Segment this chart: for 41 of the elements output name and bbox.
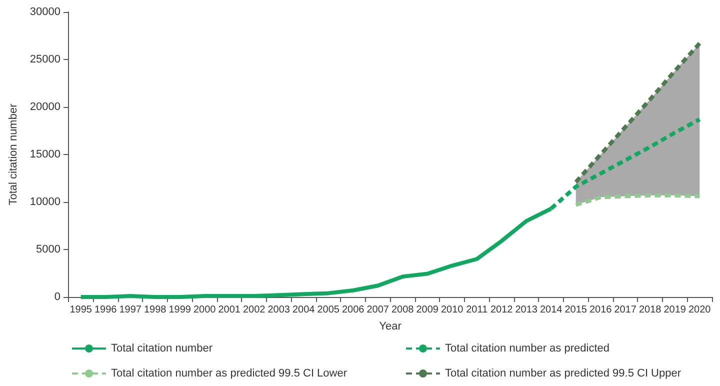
y-axis-title: Total citation number <box>8 103 20 206</box>
x-tick-label: 2001 <box>218 304 241 316</box>
x-tick-label: 2016 <box>590 304 612 316</box>
x-tick-label: 1999 <box>168 304 192 316</box>
y-tick-label: 0 <box>54 291 60 303</box>
x-tick-label: 2010 <box>440 304 464 316</box>
x-tick-label: 2020 <box>688 304 712 316</box>
x-tick-label: 2014 <box>540 304 563 316</box>
x-axis-title: Year <box>379 320 402 332</box>
x-tick-label: 2004 <box>292 304 316 316</box>
x-tick-label: 2012 <box>490 304 514 316</box>
y-tick-label: 15000 <box>30 148 60 160</box>
x-tick-label: 2006 <box>342 304 365 316</box>
x-tick-label: 2003 <box>268 304 290 316</box>
legend-label: Total citation number <box>111 342 213 354</box>
x-tick-label: 2002 <box>242 304 266 316</box>
x-tick-label: 1995 <box>70 304 92 316</box>
x-tick-label: 1998 <box>144 304 167 316</box>
y-tick-label: 30000 <box>30 6 60 18</box>
line-series <box>574 193 702 207</box>
x-tick-label: 2013 <box>515 304 538 316</box>
y-tick-label: 10000 <box>30 196 60 208</box>
legend-label: Total citation number as predicted 99.5 CI Lower <box>111 368 348 380</box>
x-tick-label: 2009 <box>416 304 439 316</box>
x-tick-label: 1996 <box>94 304 118 316</box>
legend-label: Total citation number as predicted 99.5 CI Upper <box>445 368 682 380</box>
x-tick-label: 1997 <box>119 304 142 316</box>
x-tick-label: 2005 <box>317 304 340 316</box>
x-tick-label: 2017 <box>614 304 637 316</box>
x-tick-label: 2019 <box>664 304 686 316</box>
y-tick-label: 25000 <box>30 54 60 66</box>
x-tick-label: 2008 <box>391 304 414 316</box>
x-tick-label: 2015 <box>564 304 588 316</box>
x-tick-label: 2007 <box>366 304 390 316</box>
y-tick-label: 20000 <box>30 101 60 113</box>
x-tick-label: 2018 <box>639 304 662 316</box>
line-series <box>574 41 702 184</box>
legend-label: Total citation number as predicted <box>445 342 610 354</box>
x-tick-label: 2000 <box>193 304 216 316</box>
x-tick-label: 2011 <box>466 304 488 316</box>
y-tick-label: 5000 <box>36 244 60 256</box>
